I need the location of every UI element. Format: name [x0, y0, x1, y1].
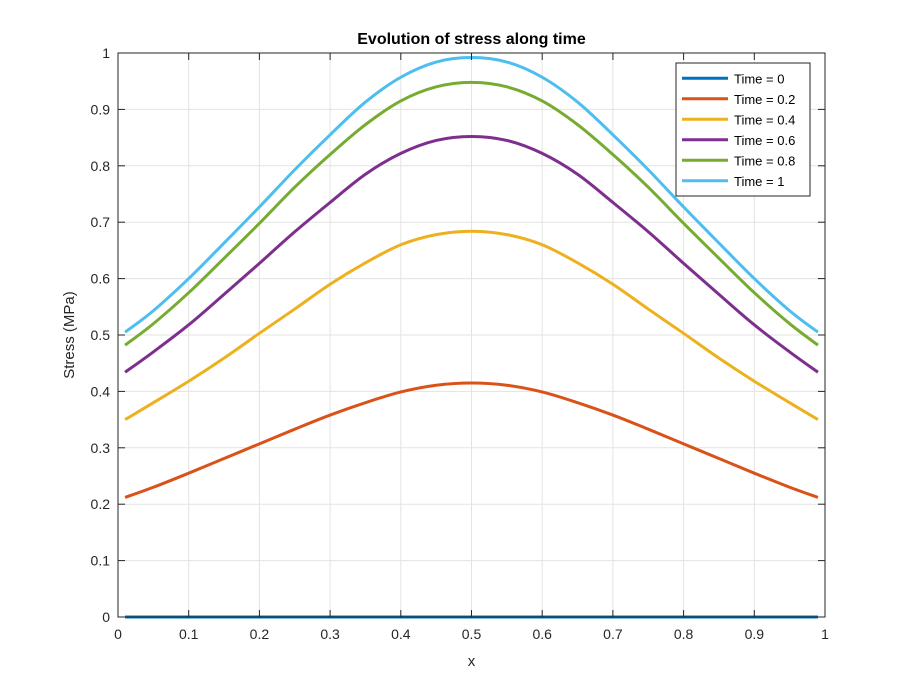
- y-tick-label: 0.4: [91, 383, 111, 399]
- x-tick-label: 0.7: [603, 626, 623, 642]
- x-tick-label: 0.9: [745, 626, 765, 642]
- y-tick-label: 0.3: [91, 440, 111, 456]
- x-tick-label: 0.2: [250, 626, 270, 642]
- tick-labels: 0 0.1 0.2 0.3 0.4 0.5 0.6 0.7 0.8 0.9 1 0 0.1 0.2 0.3 0…: [91, 45, 830, 642]
- legend-label-4: Time = 0.8: [734, 153, 795, 168]
- y-tick-label: 0.6: [91, 271, 111, 287]
- y-tick-label: 0: [102, 609, 110, 625]
- y-tick-label: 0.9: [91, 101, 111, 117]
- legend: Time = 0 Time = 0.2 Time = 0.4 Time = 0.6 Ti…: [675, 62, 811, 197]
- axes: [117, 52, 826, 618]
- legend-label-3: Time = 0.6: [734, 133, 795, 148]
- legend-label-0: Time = 0: [734, 71, 784, 86]
- x-tick-label: 1: [821, 626, 829, 642]
- legend-label-2: Time = 0.4: [734, 112, 795, 127]
- legend-label-5: Time = 1: [734, 174, 784, 189]
- chart-title: Evolution of stress along time: [357, 31, 586, 48]
- series-line-1: [124, 381, 819, 499]
- y-tick-label: 0.1: [91, 553, 111, 569]
- x-tick-label: 0: [114, 626, 122, 642]
- series-line-2: [124, 229, 819, 421]
- x-tick-label: 0.1: [179, 626, 199, 642]
- legend-label-1: Time = 0.2: [734, 92, 795, 107]
- x-tick-label: 0.8: [674, 626, 694, 642]
- legend-box: [675, 62, 811, 197]
- y-tick-label: 0.7: [91, 214, 111, 230]
- series-line-3: [124, 134, 819, 374]
- x-tick-label: 0.4: [391, 626, 411, 642]
- y-tick-label: 1: [102, 45, 110, 61]
- y-axis-label: Stress (MPa): [61, 291, 78, 379]
- y-tick-label: 0.8: [91, 158, 111, 174]
- x-axis-label: x: [468, 653, 476, 670]
- x-tick-label: 0.6: [532, 626, 552, 642]
- y-tick-label: 0.5: [91, 327, 111, 343]
- x-tick-label: 0.3: [320, 626, 340, 642]
- axes-box: [117, 52, 826, 618]
- x-tick-label: 0.5: [462, 626, 482, 642]
- y-tick-label: 0.2: [91, 496, 111, 512]
- series-line-4: [124, 80, 819, 347]
